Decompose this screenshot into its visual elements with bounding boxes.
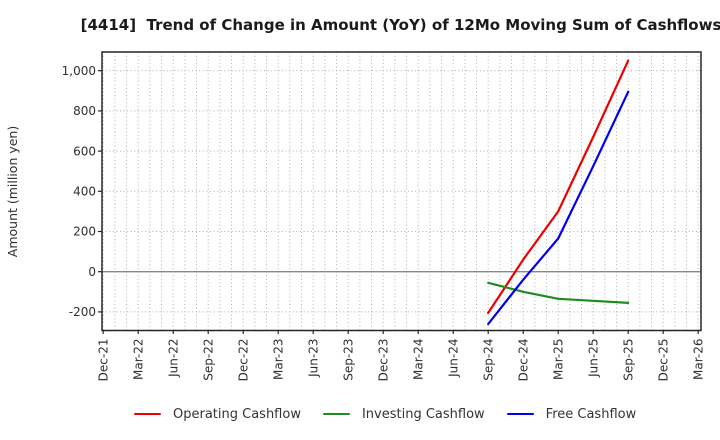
legend-swatch-investing-icon [322,412,350,416]
x-tick-label: Jun-25 [587,339,601,378]
series-line-operating-cashflow [487,59,630,314]
x-tick-label: Dec-23 [377,339,391,382]
x-tick-label: Dec-25 [657,339,671,382]
series-line-investing-cashflow [487,281,630,304]
legend-label-free: Free Cashflow [545,406,637,422]
legend-swatch-operating-icon [134,412,161,416]
chart-title: [4414] Trend of Change in Amount (YoY) o… [81,16,720,34]
legend-swatch-free-icon [506,412,534,416]
grid [102,52,701,331]
x-tick-label: Dec-21 [97,339,111,382]
y-tick-label: 200 [73,225,96,239]
x-tick-label: Mar-22 [132,339,146,380]
legend-label-operating: Operating Cashflow [173,406,301,422]
x-tick-label: Jun-22 [167,339,181,378]
legend-item-free-cashflow: Free Cashflow [506,406,637,422]
y-axis-ticks: -200 0 200 400 600 800 1,000 [62,64,102,319]
x-tick-label: Dec-24 [517,339,531,382]
x-axis-ticks: Dec-21 Mar-22 Jun-22 Sep-22 Dec-22 Mar-23 Jun-… [97,330,706,382]
x-tick-label: Mar-25 [552,339,566,380]
x-tick-label: Jun-24 [447,339,461,378]
y-tick-label: 800 [73,104,96,118]
series-lines [487,59,630,326]
y-tick-label: 0 [88,265,96,279]
legend-item-operating-cashflow: Operating Cashflow [134,407,301,422]
legend-label-investing: Investing Cashflow [361,406,485,422]
series-line-free-cashflow [487,90,630,326]
y-tick-label: 1,000 [62,64,96,78]
legend: Operating Cashflow Investing Cashflow Fr… [134,402,636,426]
y-tick-label: 400 [73,185,96,199]
y-tick-label: -200 [69,305,96,319]
y-tick-label: 600 [73,144,96,158]
x-tick-label: Sep-22 [202,339,216,381]
legend-item-investing-cashflow: Investing Cashflow [322,406,485,422]
x-tick-label: Mar-26 [692,339,706,380]
y-axis-label: Amount (million yen) [5,126,20,257]
x-tick-label: Jun-23 [307,339,321,378]
x-tick-label: Mar-24 [412,339,426,380]
x-tick-label: Dec-22 [237,339,251,382]
x-tick-label: Sep-23 [342,339,356,381]
x-tick-label: Sep-25 [622,339,636,381]
x-tick-label: Sep-24 [482,339,496,381]
x-tick-label: Mar-23 [272,339,286,380]
